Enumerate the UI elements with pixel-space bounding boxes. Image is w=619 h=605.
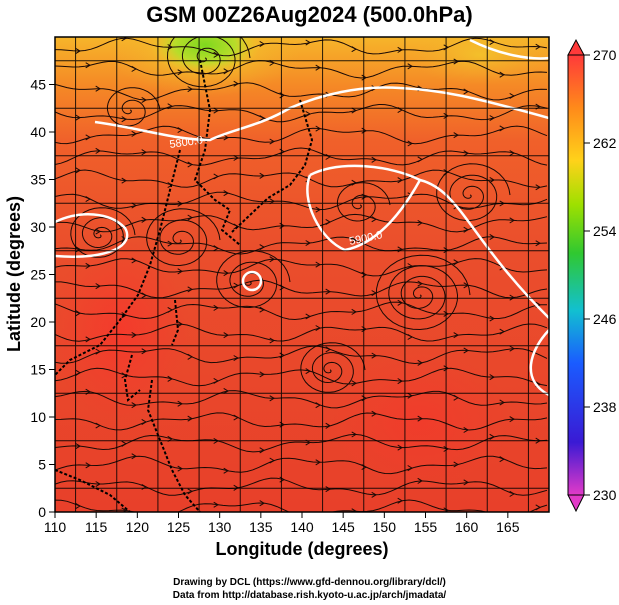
x-tick-label: 135 [249, 519, 273, 535]
y-tick-label: 45 [30, 77, 46, 93]
temperature-field [55, 37, 549, 512]
y-tick-label: 15 [30, 362, 46, 378]
map-title: GSM 00Z26Aug2024 (500.0hPa) [146, 2, 473, 27]
colorbar-top-arrow [567, 38, 585, 56]
coastlines [55, 59, 314, 512]
x-tick-label: 110 [44, 519, 67, 535]
y-tick-label: 5 [38, 457, 46, 473]
x-tick-label: 160 [455, 519, 479, 535]
y-tick-label: 35 [30, 172, 46, 188]
streamlines [55, 37, 548, 512]
y-tick-label: 40 [30, 124, 46, 140]
y-tick-label: 30 [30, 219, 46, 235]
x-tick-label: 140 [290, 519, 314, 535]
colorbar: 270 262 254 246 238 230 [567, 38, 617, 513]
credits-data: Data from http://database.rish.kyoto-u.a… [172, 590, 447, 601]
colorbar-bottom-arrow [567, 494, 585, 513]
y-axis-label: Latitude (degrees) [4, 196, 24, 352]
y-tick-label: 0 [38, 504, 46, 520]
colorbar-tick-label: 246 [593, 311, 617, 327]
y-tick-label: 20 [30, 314, 46, 330]
y-tick-label: 10 [30, 409, 46, 425]
x-tick-label: 155 [414, 519, 438, 535]
x-tick-label: 115 [85, 519, 108, 535]
credits-drawing: Drawing by DCL (https://www.gfd-dennou.o… [173, 577, 446, 588]
contour-label-5800: 5800.0 [169, 134, 204, 151]
colorbar-tick-label: 270 [593, 47, 617, 63]
x-tick-label: 150 [373, 519, 397, 535]
height-contours [55, 38, 549, 397]
y-tick-label: 25 [30, 267, 46, 283]
x-tick-label: 130 [208, 519, 232, 535]
colorbar-strip [567, 54, 585, 496]
x-tick-label: 125 [167, 519, 191, 535]
y-axis-ticks: 0 5 10 15 20 25 30 35 40 45 [30, 77, 55, 520]
colorbar-tick-label: 254 [593, 223, 617, 239]
colorbar-tick-label: 262 [593, 135, 617, 151]
credits: Drawing by DCL (https://www.gfd-dennou.o… [0, 576, 619, 602]
grid-lines [55, 37, 549, 512]
colorbar-tick-label: 238 [593, 399, 617, 415]
x-tick-label: 120 [126, 519, 150, 535]
x-axis-label: Longitude (degrees) [215, 539, 388, 559]
colorbar-tick-label: 230 [593, 487, 617, 503]
x-tick-label: 165 [496, 519, 520, 535]
x-tick-label: 145 [331, 519, 355, 535]
x-axis-ticks: 110 115 120 125 130 135 140 145 150 155 160 165 [44, 512, 520, 535]
